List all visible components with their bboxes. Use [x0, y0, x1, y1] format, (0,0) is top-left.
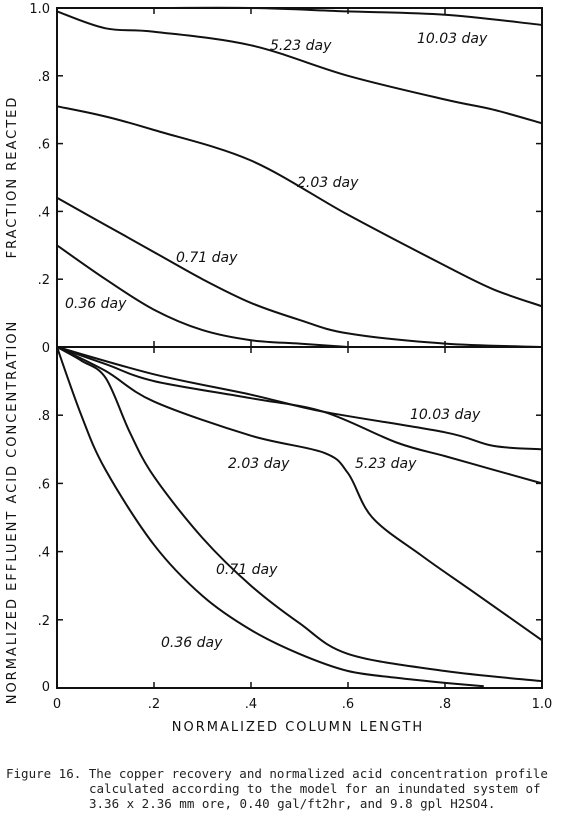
top-y-tick-label: .8 — [38, 70, 50, 85]
bottom-series-line-5-23-day — [56, 346, 543, 485]
top-series-label-10-03-day: 10.03 day — [417, 31, 488, 47]
top-series-line-5-23-day — [56, 10, 543, 125]
top-y-tick-label: .4 — [38, 205, 50, 220]
caption-line-2: calculated according to the model for an… — [89, 781, 541, 796]
bottom-y-axis-label: NORMALIZED EFFLUENT ACID CONCENTRATION — [5, 320, 20, 705]
top-series-label-2-03-day: 2.03 day — [297, 175, 359, 191]
top-y-axis-label: FRACTION REACTED — [5, 96, 20, 259]
x-tick-label: 0 — [53, 697, 61, 712]
bottom-series-line-2-03-day — [56, 346, 543, 642]
top-series-label-5-23-day: 5.23 day — [270, 38, 332, 54]
bottom-series-label-2-03-day: 2.03 day — [228, 456, 290, 472]
top-series-line-0-36-day — [56, 244, 349, 348]
top-y-tick-label: .6 — [38, 138, 50, 153]
x-tick-label: .2 — [148, 697, 160, 712]
figure-caption: Figure 16. The copper recovery and norma… — [6, 766, 581, 811]
top-chart: 0 .2 .4 .6 .8 1.0 FRACTION REACTED 10.03 day 5.2… — [5, 2, 543, 356]
bottom-y-tick-label: .6 — [38, 477, 50, 492]
x-tick-label: .6 — [342, 697, 354, 712]
bottom-series-label-0-71-day: 0.71 day — [216, 562, 278, 578]
x-tick-label: 1.0 — [532, 697, 553, 712]
bottom-y-tick-label: .8 — [38, 409, 50, 424]
caption-line-1: Figure 16. The copper recovery and norma… — [6, 766, 548, 781]
bottom-series-label-0-36-day: 0.36 day — [161, 635, 223, 651]
top-y-tick-label: 0 — [42, 341, 50, 356]
bottom-y-tick-label: 0 — [42, 680, 50, 695]
top-series-line-2-03-day — [56, 105, 543, 308]
bottom-series-label-5-23-day: 5.23 day — [355, 456, 417, 472]
bottom-series-line-0-71-day — [56, 346, 543, 683]
x-tick-label: .8 — [439, 697, 451, 712]
bottom-chart: .2 .4 .6 .8 0 .2 .4 .6 .8 1.0 0 NORMALIZED EFFLUENT… — [5, 320, 552, 712]
caption-line-3: 3.36 x 2.36 mm ore, 0.40 gal/ft2hr, and … — [89, 796, 496, 811]
top-series-label-0-71-day: 0.71 day — [176, 250, 238, 266]
top-series-label-0-36-day: 0.36 day — [65, 296, 127, 312]
x-axis-label: NORMALIZED COLUMN LENGTH — [172, 720, 424, 735]
top-y-tick-label: 1.0 — [29, 2, 50, 17]
bottom-plot-frame — [56, 346, 543, 689]
x-tick-label: .4 — [245, 697, 257, 712]
chart-svg: 0 .2 .4 .6 .8 1.0 FRACTION REACTED 10.03 day 5.2… — [5, 2, 552, 735]
top-y-tick-label: .2 — [38, 273, 50, 288]
top-series-line-0-71-day — [56, 196, 543, 348]
bottom-y-tick-label: .2 — [38, 614, 50, 629]
top-series-line-10-03-day — [56, 6, 543, 26]
bottom-series-line-0-36-day — [56, 346, 484, 688]
bottom-y-tick-label: .4 — [38, 546, 50, 561]
bottom-series-label-10-03-day: 10.03 day — [410, 407, 481, 423]
